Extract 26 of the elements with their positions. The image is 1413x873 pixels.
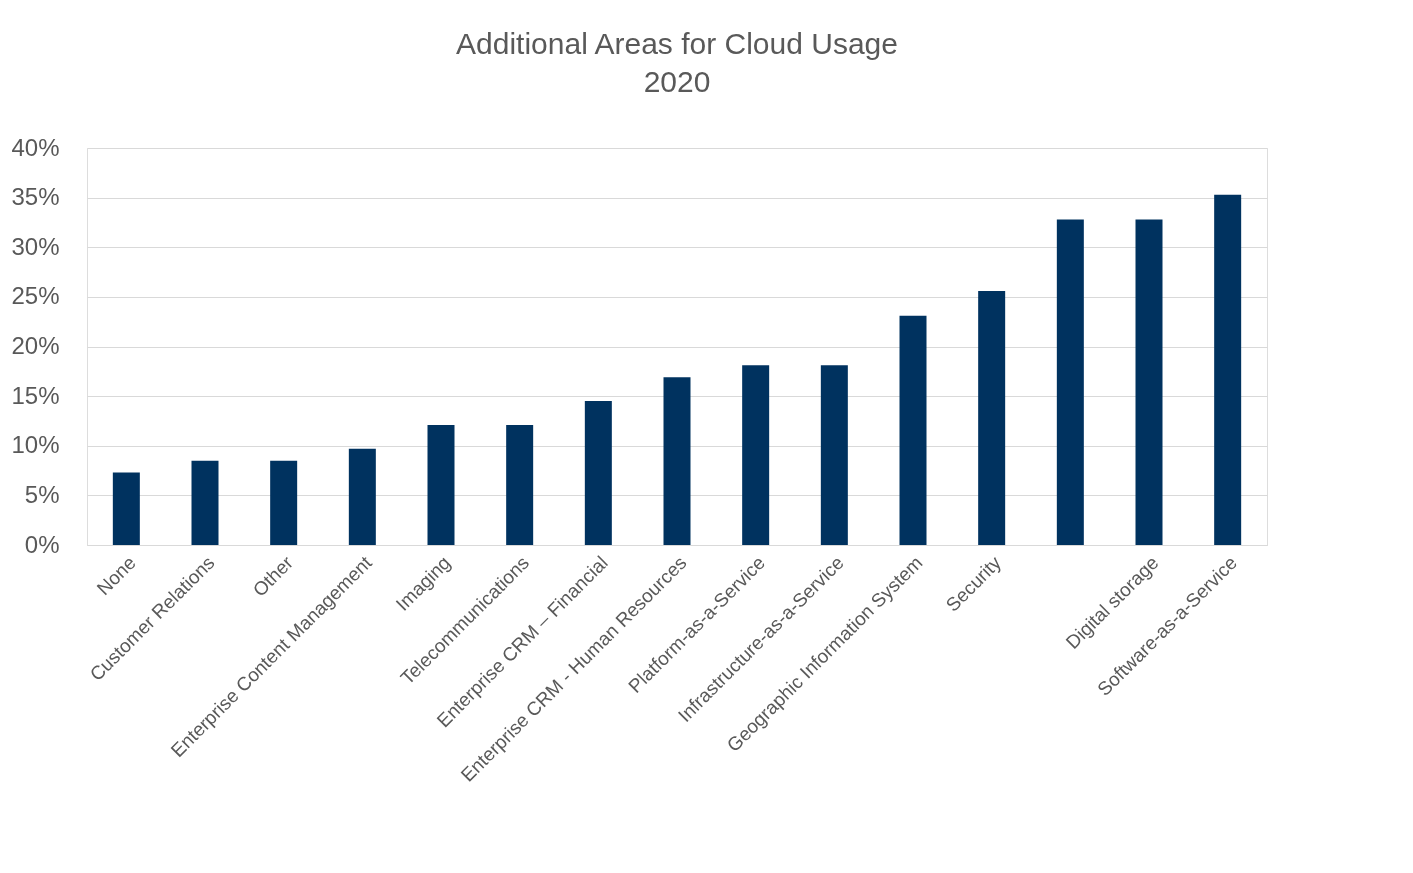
bar — [270, 460, 298, 545]
bar — [899, 315, 927, 545]
bar — [978, 290, 1006, 545]
y-tick-label: 20% — [11, 332, 60, 359]
y-tick-label: 30% — [11, 232, 60, 260]
chart-subtitle: 2020 — [643, 65, 711, 98]
bar — [1214, 194, 1242, 545]
bar — [427, 424, 455, 545]
bar — [191, 460, 219, 545]
y-tick-label: 5% — [24, 480, 60, 508]
bar — [663, 377, 691, 545]
y-tick-label: 40% — [11, 133, 60, 161]
bar — [742, 365, 770, 545]
bar — [820, 365, 848, 545]
bar — [112, 472, 140, 545]
bar — [1135, 219, 1163, 545]
bar — [348, 448, 376, 545]
y-tick-label: 0% — [24, 530, 60, 558]
y-tick-label: 25% — [11, 282, 60, 310]
y-tick-label: 10% — [11, 431, 60, 459]
y-tick-label: 15% — [11, 381, 60, 409]
bar — [584, 401, 612, 545]
bar — [506, 424, 534, 545]
bar — [1056, 219, 1084, 545]
y-tick-label: 35% — [11, 183, 60, 211]
chart-title: Additional Areas for Cloud Usage — [456, 27, 898, 60]
